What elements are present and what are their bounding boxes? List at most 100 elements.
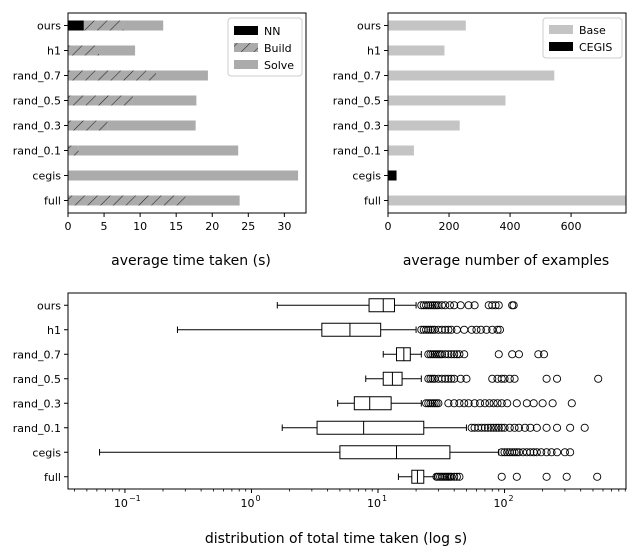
flier-rand_0.7 [447,350,456,359]
bar-hatch-rand_0.7 [68,70,156,81]
flier-ours [437,301,446,310]
x-tick-label: 15 [169,220,183,233]
flier-rand_0.7 [450,350,459,359]
flier-rand_0.5 [444,374,453,383]
legend-label-solve: Solve [264,59,294,72]
flier-rand_0.1 [510,423,519,432]
flier-rand_0.3 [548,399,557,408]
y-tick-label-rand_0.1: rand_0.1 [13,145,61,158]
x-tick-label: 600 [561,220,582,233]
flier-cegis [508,448,517,457]
flier-full [452,472,461,481]
bar-cegis-cegis [388,170,397,181]
flier-rand_0.3 [480,399,489,408]
flier-h1 [482,325,491,334]
flier-rand_0.3 [567,399,576,408]
x-tick-label: 25 [241,220,255,233]
flier-rand_0.5 [447,374,456,383]
legend-swatch-base [549,25,573,34]
flier-rand_0.1 [532,423,541,432]
y-tick-label-h1: h1 [367,45,381,58]
flier-rand_0.7 [460,350,469,359]
flier-rand_0.1 [474,423,483,432]
bar-hatch-rand_0.3 [68,120,108,131]
flier-cegis [510,448,519,457]
x-tick-label: 0 [385,220,392,233]
flier-h1 [472,325,481,334]
bar-hatch-ours [83,20,124,31]
flier-cegis [514,448,523,457]
x-tick-exponent: 2 [509,494,514,503]
flier-rand_0.1 [566,423,575,432]
flier-rand_0.3 [422,399,431,408]
flier-h1 [419,325,428,334]
flier-rand_0.7 [444,350,453,359]
flier-h1 [460,325,469,334]
bar-base-rand_0.5 [388,95,506,106]
flier-rand_0.5 [488,374,497,383]
flier-rand_0.5 [441,374,450,383]
flier-cegis [532,448,541,457]
bar-base-h1 [388,45,445,56]
bar-solve-rand_0.1 [78,145,239,156]
flier-rand_0.1 [483,423,493,432]
flier-ours [441,301,450,310]
legend-swatch-nn [234,26,258,35]
flier-ours [456,301,465,310]
flier-rand_0.1 [486,423,495,432]
flier-cegis [547,448,556,457]
flier-cegis [560,448,569,457]
flier-full [593,472,602,481]
legend-swatch-cegis [549,42,573,51]
y-tick-label-rand_0.1: rand_0.1 [333,145,381,158]
flier-rand_0.3 [493,399,502,408]
flier-rand_0.3 [522,399,531,408]
x-tick-label: 30 [277,220,291,233]
box-h1 [321,322,382,337]
box-ours [368,298,395,313]
flier-cegis [542,448,551,457]
flier-h1 [441,325,450,334]
flier-h1 [476,325,485,334]
bar-solve-rand_0.5 [132,95,197,106]
y-tick-label-rand_0.7: rand_0.7 [13,70,61,83]
flier-rand_0.3 [424,399,433,408]
flier-ours [432,301,441,310]
flier-rand_0.3 [464,399,473,408]
flier-rand_0.1 [497,423,506,432]
flier-rand_0.3 [434,399,443,408]
flier-ours [494,301,503,310]
time-boxplot-chart: ours h1 rand_0.7 rand_0.5 rand_0.3 rand_0.1ce… [13,292,627,510]
examples-chart-caption: average number of examples [402,253,610,269]
flier-rand_0.3 [450,399,459,408]
flier-rand_0.5 [424,374,433,383]
flier-rand_0.7 [432,350,441,359]
flier-rand_0.5 [462,374,471,383]
y-tick-label-ours: ours [37,299,61,312]
flier-rand_0.5 [450,374,459,383]
legend-label-base: Base [579,24,606,37]
flier-rand_0.5 [542,374,551,383]
flier-rand_0.7 [437,350,446,359]
bar-hatch-rand_0.1 [68,145,79,156]
flier-rand_0.5 [594,374,603,383]
legend-swatch-hatch [234,43,258,52]
y-tick-label-cegis: cegis [32,446,61,459]
flier-rand_0.3 [430,399,439,408]
flier-rand_0.5 [552,374,562,383]
bar-hatch-rand_0.5 [68,95,133,106]
flier-rand_0.3 [497,399,506,408]
flier-rand_0.3 [426,399,435,408]
plot-frame [67,292,627,490]
flier-rand_0.1 [477,423,486,432]
x-tick-label: 10 [133,220,147,233]
bar-solve-cegis [68,170,299,181]
flier-full [542,472,551,481]
flier-ours [488,301,497,310]
flier-ours [426,301,435,310]
y-tick-label-rand_0.7: rand_0.7 [333,70,381,83]
flier-ours [491,301,500,310]
flier-rand_0.3 [455,399,464,408]
y-tick-label-rand_0.5: rand_0.5 [13,95,61,108]
